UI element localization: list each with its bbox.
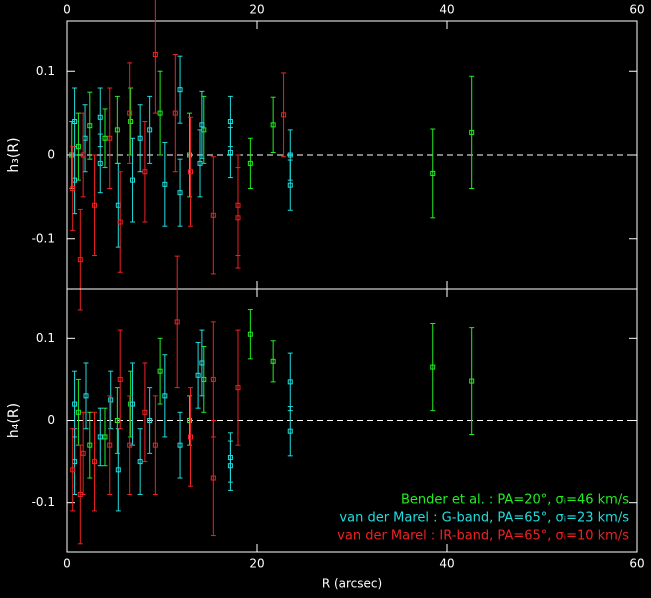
marker: [195, 372, 201, 378]
marker: [152, 442, 158, 448]
marker: [80, 152, 86, 158]
y-tick-label: -0.1: [32, 231, 55, 245]
x-axis-label: R (arcsec): [322, 577, 382, 591]
legend-entry: van der Marel : IR-band, PA=65°, σᵢ=10 k…: [337, 529, 629, 544]
legend-entry: Bender et al. : PA=20°, σᵢ=46 km/s: [401, 493, 629, 508]
marker: [270, 358, 276, 364]
marker: [142, 409, 148, 415]
marker: [72, 401, 78, 407]
marker: [270, 122, 276, 128]
marker: [97, 434, 103, 440]
marker: [117, 376, 123, 382]
marker: [127, 442, 133, 448]
marker: [70, 186, 76, 191]
y-tick-label: -0.1: [32, 495, 55, 509]
marker: [210, 376, 216, 382]
marker: [107, 442, 113, 448]
y-tick-label: 0: [47, 148, 55, 162]
marker: [157, 110, 163, 116]
marker: [127, 110, 133, 116]
marker: [235, 385, 241, 391]
marker: [130, 177, 136, 183]
marker: [247, 160, 253, 166]
marker: [227, 119, 233, 124]
marker: [210, 212, 216, 218]
marker: [162, 393, 168, 399]
marker: [92, 459, 98, 465]
marker: [469, 129, 475, 135]
marker: [210, 475, 216, 481]
y-tick-label: 0.1: [36, 331, 55, 345]
marker: [117, 219, 123, 225]
marker: [137, 459, 143, 465]
marker: [147, 127, 153, 133]
legend-entry: van der Marel : G-band, PA=65°, σᵢ=23 km…: [339, 511, 629, 526]
marker: [287, 152, 293, 158]
marker: [199, 360, 205, 366]
marker: [114, 418, 120, 423]
marker: [227, 149, 233, 155]
marker: [102, 135, 108, 141]
marker: [187, 152, 193, 158]
marker: [147, 418, 153, 423]
marker: [235, 215, 241, 221]
marker: [177, 190, 183, 196]
marker: [137, 135, 143, 141]
marker: [130, 401, 136, 407]
marker: [72, 119, 78, 124]
marker: [199, 122, 205, 128]
x-tick-label: 40: [439, 3, 454, 17]
marker: [107, 135, 113, 141]
x-tick-label: 20: [249, 557, 264, 571]
x-tick-label: 60: [629, 3, 644, 17]
marker: [114, 127, 120, 133]
marker: [115, 467, 121, 473]
marker: [430, 364, 436, 370]
marker: [469, 378, 475, 384]
marker: [87, 442, 93, 448]
marker: [97, 114, 103, 120]
marker: [287, 428, 293, 434]
marker: [92, 202, 98, 208]
marker: [142, 169, 148, 175]
marker: [177, 87, 183, 93]
x-tick-label: 0: [63, 557, 71, 571]
marker: [174, 319, 180, 325]
marker: [187, 418, 193, 423]
marker: [102, 434, 108, 440]
y-axis-label: h₃(R): [6, 137, 22, 172]
marker: [87, 123, 93, 129]
x-tick-label: 60: [629, 557, 644, 571]
y-axis-label: h₄(R): [6, 403, 22, 438]
marker: [97, 160, 103, 166]
marker: [430, 170, 436, 176]
marker: [80, 450, 86, 456]
y-tick-label: 0.1: [36, 64, 55, 78]
marker: [77, 491, 83, 497]
marker: [188, 434, 193, 440]
x-tick-label: 0: [63, 3, 71, 17]
marker: [188, 169, 193, 175]
marker: [177, 442, 183, 448]
y-tick-label: 0: [47, 413, 55, 427]
x-tick-label: 20: [249, 3, 264, 17]
marker: [70, 467, 76, 473]
marker: [281, 112, 287, 118]
marker: [152, 52, 158, 57]
marker: [287, 379, 293, 385]
marker: [77, 257, 83, 263]
marker: [157, 368, 163, 374]
marker: [108, 397, 114, 403]
marker: [247, 331, 253, 337]
marker: [197, 160, 203, 166]
marker: [227, 463, 233, 469]
x-tick-label: 40: [439, 557, 454, 571]
marker: [287, 182, 293, 188]
marker: [172, 110, 178, 116]
marker: [83, 393, 89, 399]
marker: [128, 119, 134, 124]
marker: [162, 181, 168, 187]
marker: [75, 409, 81, 415]
